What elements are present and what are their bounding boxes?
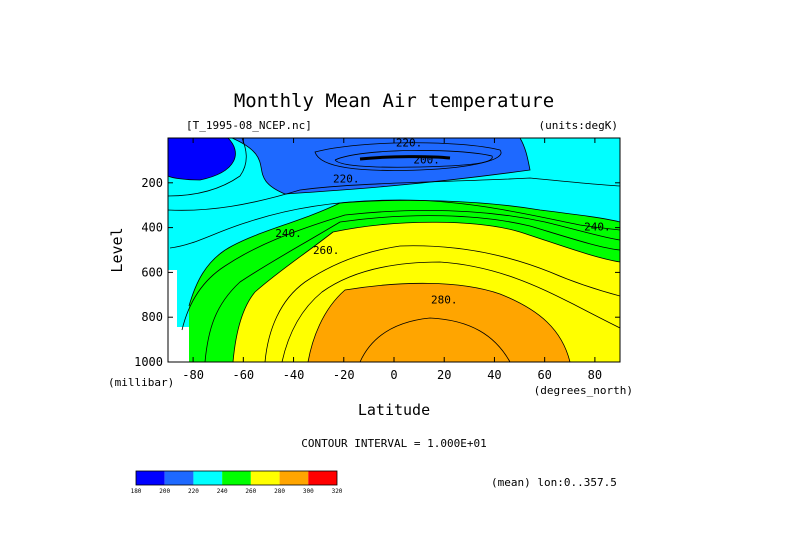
colorbar-tick-label: 300 [303, 488, 314, 495]
file-label: [T_1995-08_NCEP.nc] [186, 119, 312, 132]
y-tick-label: 1000 [134, 355, 163, 369]
colorbar-tick-label: 280 [274, 488, 285, 495]
colorbar-swatch [279, 471, 309, 485]
x-tick-label: 40 [487, 368, 501, 382]
colorbar-tick-label: 180 [131, 488, 142, 495]
contour-line-280 [307, 282, 571, 362]
contour-line-245 [181, 210, 620, 331]
contour-line-220 [231, 138, 531, 195]
colorbar-tick-label: 220 [188, 488, 199, 495]
contour-label: 280. [431, 293, 458, 306]
contour-line-260 [232, 221, 620, 362]
contour-line-285 [359, 317, 511, 362]
x-tick-label: -80 [182, 368, 204, 382]
contour-fill [168, 138, 620, 362]
y-axis-title: Level [108, 227, 126, 272]
contour-lines [168, 138, 620, 362]
contour-label: 220. [333, 172, 360, 185]
contour-line-210-south [168, 138, 247, 197]
colorbar-swatch [193, 471, 223, 485]
contour-label: 200. [413, 153, 440, 166]
contour-line-265 [264, 245, 620, 362]
colorbar-tick-label: 320 [332, 488, 343, 495]
colorbar-swatch [222, 471, 251, 485]
x-tick-label: 60 [537, 368, 551, 382]
x-axis-units: (degrees_north) [534, 384, 633, 397]
x-tick-label: 0 [390, 368, 397, 382]
x-axis-title: Latitude [358, 401, 430, 419]
contour-line-255 [204, 215, 620, 362]
contour-label: 240. [275, 227, 302, 240]
y-tick-label: 800 [141, 310, 163, 324]
y-axis-units: (millibar) [108, 376, 174, 389]
contour-line-190 [359, 155, 451, 161]
x-tick-label: 80 [588, 368, 602, 382]
colorbar-swatch [250, 471, 280, 485]
contour-line-235 [169, 199, 620, 249]
chart-title: Monthly Mean Air temperature [234, 90, 554, 112]
colorbar-tick-label: 200 [159, 488, 170, 495]
contour-label: 260. [313, 244, 340, 257]
x-tick-label: -60 [232, 368, 254, 382]
band-180-200 [168, 138, 236, 180]
colorbar-swatch [308, 471, 337, 485]
x-tick-label: -20 [333, 368, 355, 382]
missing-data-notch [168, 270, 177, 362]
colorbar-tick-label: 260 [245, 488, 256, 495]
mean-note: (mean) lon:0..357.5 [491, 476, 617, 489]
contour-labels: 220. 200. 220. 240. 240. 260. 280. [275, 136, 610, 306]
x-tick-label: 20 [437, 368, 451, 382]
missing-data-notch-2 [176, 327, 189, 362]
contour-label: 240. [584, 220, 611, 233]
contour-line-275 [281, 261, 620, 362]
y-tick-label: 200 [141, 176, 163, 190]
x-tick-label: -40 [283, 368, 305, 382]
colorbar-frame [135, 470, 338, 486]
units-label: (units:degK) [539, 119, 618, 132]
colorbar: 180 200 220 240 260 280 300 320 [131, 470, 343, 495]
axis-ticks: -80 -60 -40 -20 0 20 40 60 80 200 400 600 800 1000 [134, 138, 620, 382]
contour-line-230 [168, 177, 620, 211]
y-tick-label: 600 [141, 265, 163, 279]
contour-interval-label: CONTOUR INTERVAL = 1.000E+01 [301, 437, 486, 450]
contour-line-195 [334, 150, 493, 168]
y-tick-label: 400 [141, 221, 163, 235]
colorbar-swatch [136, 471, 165, 485]
contour-label: 220. [396, 136, 423, 149]
colorbar-tick-label: 240 [217, 488, 228, 495]
colorbar-swatch [164, 471, 194, 485]
